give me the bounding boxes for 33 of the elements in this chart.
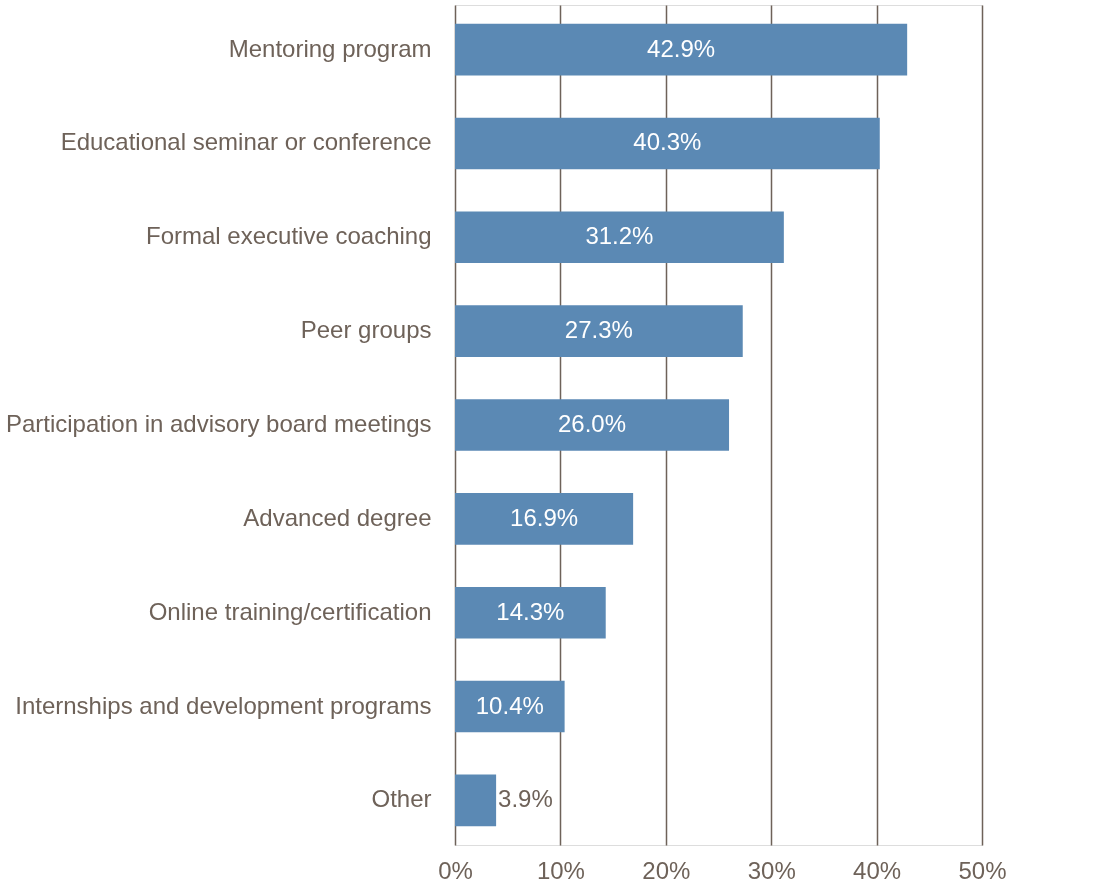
bar <box>455 305 743 357</box>
y-tick-label: Internships and development programs <box>15 691 432 719</box>
bar <box>455 680 565 733</box>
y-tick-label: Other <box>371 785 432 813</box>
y-tick-label: Educational seminar or conference <box>60 128 432 156</box>
bar <box>455 399 730 451</box>
data-label: 10.4% <box>475 691 544 719</box>
bar <box>455 774 497 827</box>
y-tick-label: Online training/certification <box>148 597 432 625</box>
bar <box>455 493 634 545</box>
y-tick-label: Participation in advisory board meetings <box>5 410 432 437</box>
data-label: 42.9% <box>647 34 716 62</box>
data-label: 31.2% <box>585 222 654 250</box>
data-label: 16.9% <box>510 503 579 531</box>
data-label: 14.3% <box>496 597 565 625</box>
x-tick-label: 50% <box>958 856 1007 884</box>
data-label: 27.3% <box>564 316 633 344</box>
y-tick-label: Peer groups <box>300 316 432 344</box>
bar <box>455 23 908 76</box>
data-label: 3.9% <box>498 785 553 813</box>
bar <box>455 211 784 264</box>
bar <box>455 117 880 170</box>
x-tick-label: 40% <box>853 856 902 884</box>
x-tick-label: 0% <box>438 856 473 884</box>
data-label: 26.0% <box>557 410 627 437</box>
data-label: 40.3% <box>633 128 702 156</box>
x-tick-label: 30% <box>747 856 796 884</box>
y-tick-label: Mentoring program <box>228 34 432 62</box>
bar <box>455 586 606 639</box>
y-tick-label: Formal executive coaching <box>146 222 432 250</box>
x-tick-label: 10% <box>536 856 585 884</box>
y-tick-label: Advanced degree <box>243 503 432 531</box>
x-tick-label: 20% <box>642 856 691 884</box>
